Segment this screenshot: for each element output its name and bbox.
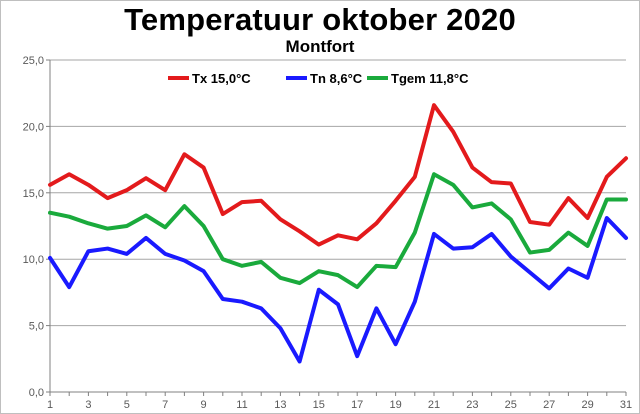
x-tick-label: 1 (47, 399, 53, 411)
x-tick-label: 7 (162, 399, 168, 411)
legend-label-2: Tgem 11,8°C (391, 71, 469, 86)
legend: Tx 15,0°C Tn 8,6°C Tgem 11,8°C (168, 71, 469, 86)
legend-label-0: Tx 15,0°C (192, 71, 251, 86)
x-tick-label: 15 (313, 399, 325, 411)
x-tick-label: 21 (428, 399, 440, 411)
x-tick-label: 25 (505, 399, 517, 411)
y-tick-label: 0,0 (29, 387, 44, 399)
y-tick-label: 10,0 (23, 254, 44, 266)
series-line-1 (48, 216, 628, 364)
y-tick-label: 15,0 (23, 188, 44, 200)
plot-area (50, 60, 626, 392)
y-tick-label: 5,0 (29, 321, 44, 333)
y-tick-label: 25,0 (23, 55, 44, 67)
series-line-2 (48, 172, 628, 290)
chart-title: Temperatuur oktober 2020 (124, 2, 516, 37)
x-tick-label: 9 (201, 399, 207, 411)
x-tick-label: 5 (124, 399, 130, 411)
x-tick-label: 3 (85, 399, 91, 411)
x-tick-label: 27 (543, 399, 555, 411)
chart-subtitle: Montfort (285, 37, 355, 56)
y-tick-label: 20,0 (23, 121, 44, 133)
x-tick-label: 19 (389, 399, 401, 411)
x-tick-label: 23 (466, 399, 478, 411)
axis-layer: 0,05,010,015,020,025,01 3 5 7 9 11 13 15 17 19 21 2… (23, 55, 633, 411)
grid-layer (50, 59, 626, 393)
series-layer (48, 103, 628, 364)
x-tick-label: 11 (236, 399, 247, 411)
x-tick-label: 13 (274, 399, 286, 411)
x-tick-label: 29 (581, 399, 593, 411)
legend-label-1: Tn 8,6°C (310, 71, 363, 86)
x-tick-label: 17 (351, 399, 363, 411)
series-line-0 (48, 103, 628, 247)
x-tick-label: 31 (620, 399, 632, 411)
